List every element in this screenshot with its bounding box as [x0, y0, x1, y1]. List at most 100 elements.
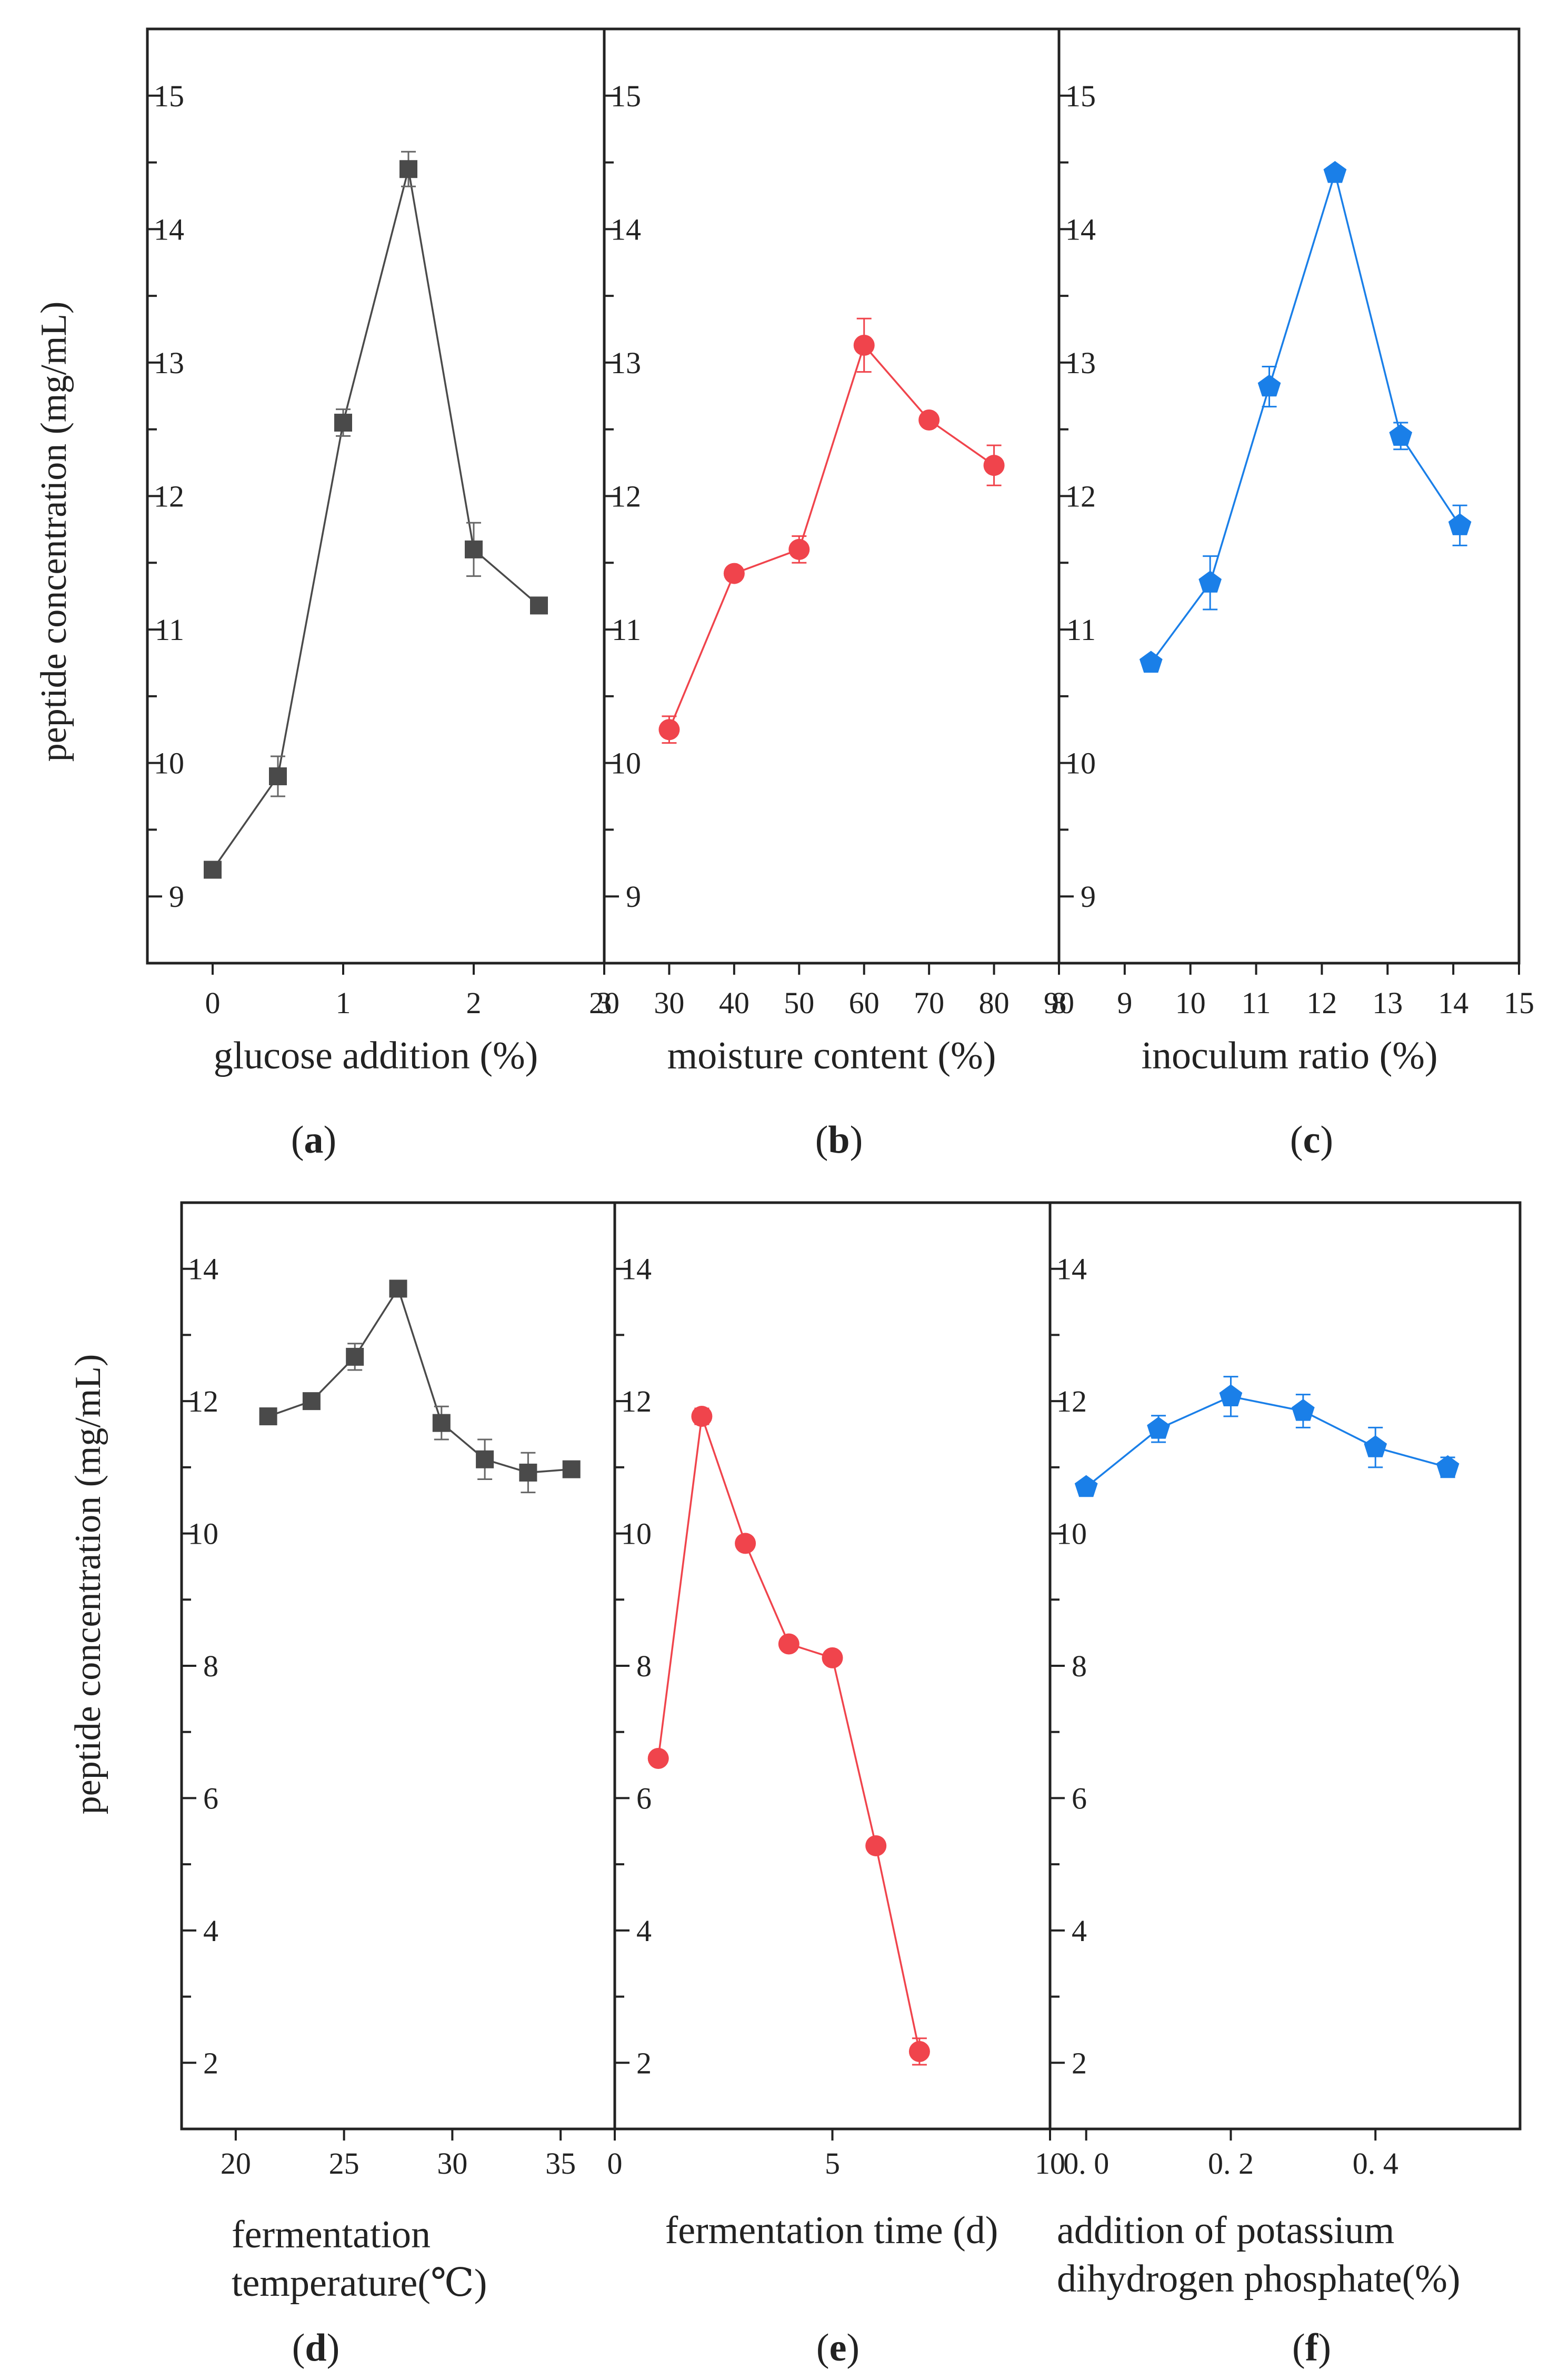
x-tick-label: 3	[597, 986, 612, 1020]
data-point	[334, 414, 352, 432]
panel-c: 9 10 11 12 13 14 15 8 9 10 11 12 13 14 15 inoculum rati…	[1052, 27, 1534, 1162]
x-tick-label: 30	[437, 2146, 467, 2181]
y-tick-label: 13	[154, 346, 184, 380]
panel-f: 2 4 6 8 10 12 14 0. 0 0. 2 0. 4 addition of potass…	[1048, 1201, 1522, 2369]
x-tick-label: 70	[914, 986, 944, 1020]
y-tick-label: 12	[1056, 1384, 1087, 1418]
caption-paren: )	[324, 1118, 337, 1162]
data-point	[346, 1347, 364, 1366]
y-tick-label: 13	[611, 346, 641, 380]
y-tick-label: 11	[1066, 613, 1096, 647]
y-tick-label: 2	[636, 2046, 652, 2080]
data-point	[822, 1647, 843, 1668]
y-tick-label: 6	[1072, 1781, 1087, 1815]
x-axis-label: fermentation	[232, 2213, 431, 2256]
caption-paren: (	[292, 2326, 305, 2369]
y-tick-label: 14	[188, 1252, 218, 1286]
x-tick-label: 15	[1504, 986, 1534, 1020]
y-tick-label: 9	[169, 879, 184, 914]
x-tick-label: 50	[784, 986, 814, 1020]
y-tick-label: 8	[636, 1649, 652, 1683]
x-axis-label: temperature(℃)	[232, 2262, 487, 2305]
data-point	[735, 1533, 756, 1554]
x-tick-label: 0. 2	[1208, 2146, 1254, 2181]
data-point	[399, 160, 417, 178]
panel-caption: (c)	[1290, 1118, 1333, 1162]
x-tick-label: 0. 4	[1353, 2146, 1398, 2181]
data-point	[1436, 1455, 1460, 1477]
data-point	[519, 1463, 537, 1482]
caption-paren: (	[815, 1118, 828, 1162]
x-tick-label: 25	[329, 2146, 359, 2181]
caption-paren: )	[850, 1118, 863, 1162]
caption-letter: f	[1305, 2326, 1319, 2369]
x-tick-label: 13	[1372, 986, 1403, 1020]
data-point	[1323, 161, 1347, 183]
y-tick-label: 10	[1056, 1517, 1087, 1551]
data-point	[853, 334, 875, 356]
y-tick-label: 10	[621, 1517, 652, 1551]
series-line	[1085, 1395, 1448, 1488]
x-tick-label: 60	[849, 986, 880, 1020]
x-tick-label: 12	[1306, 986, 1337, 1020]
data-point	[1364, 1435, 1387, 1457]
y-tick-label: 6	[636, 1781, 652, 1815]
x-tick-label: 0	[205, 986, 221, 1020]
y-tick-label: 10	[1065, 746, 1096, 781]
x-tick-label: 30	[654, 986, 684, 1020]
data-point	[723, 563, 745, 584]
data-point	[691, 1406, 713, 1427]
caption-paren: (	[1290, 1118, 1303, 1162]
caption-paren: )	[846, 2326, 860, 2369]
caption-paren: (	[291, 1118, 304, 1162]
data-point	[1292, 1399, 1315, 1421]
x-axis-label: moisture content (%)	[667, 1034, 996, 1077]
y-tick-label: 9	[1081, 879, 1096, 914]
x-tick-label: 0. 0	[1063, 2146, 1109, 2181]
series-line	[668, 343, 995, 730]
data-point	[908, 2041, 930, 2062]
x-tick-label: 2	[466, 986, 482, 1020]
x-axis-label: glucose addition (%)	[214, 1034, 538, 1077]
x-axis-label: dihydrogen phosphate(%)	[1057, 2257, 1461, 2301]
y-tick-label: 10	[611, 746, 641, 781]
y-axis-label: peptide concentration (mg/mL)	[34, 302, 74, 762]
plots: 9 10 11 12 13 14 15 0 1 2 3 peptide concentration (…	[34, 27, 1534, 2369]
panel-caption: (b)	[815, 1118, 863, 1162]
caption-letter: a	[304, 1118, 324, 1162]
y-tick-label: 11	[155, 613, 184, 647]
data-point	[562, 1460, 581, 1478]
caption-letter: c	[1303, 1118, 1321, 1162]
panel-b: 9 10 11 12 13 14 15 20 30 40 50 60 70 80 90 moisture co…	[589, 27, 1074, 1162]
caption-letter: d	[305, 2326, 326, 2369]
panel-caption: (f)	[1292, 2326, 1331, 2369]
y-tick-label: 12	[621, 1384, 652, 1418]
y-tick-label: 10	[154, 746, 184, 781]
y-tick-label: 12	[154, 479, 184, 514]
x-tick-label: 8	[1052, 986, 1067, 1020]
data-point	[788, 538, 810, 560]
x-tick-label: 35	[545, 2146, 576, 2181]
caption-paren: )	[1320, 1118, 1333, 1162]
data-point	[1448, 513, 1472, 535]
y-tick-label: 14	[154, 212, 184, 246]
series-line	[212, 168, 540, 871]
x-tick-label: 40	[719, 986, 749, 1020]
data-point	[269, 767, 287, 785]
y-tick-label: 14	[621, 1252, 652, 1286]
y-axis-label: peptide concentration (mg/mL)	[68, 1354, 108, 1815]
x-tick-label: 9	[1117, 986, 1132, 1020]
y-tick-label: 14	[611, 212, 641, 246]
y-tick-label: 15	[1065, 79, 1096, 113]
data-point	[476, 1450, 494, 1468]
data-point	[432, 1414, 451, 1432]
caption-paren: (	[816, 2326, 830, 2369]
data-point	[865, 1835, 887, 1856]
x-tick-label: 11	[1242, 986, 1271, 1020]
y-tick-label: 4	[203, 1914, 218, 1948]
y-tick-label: 12	[1065, 479, 1096, 514]
x-tick-label: 20	[589, 986, 619, 1020]
data-point	[1257, 374, 1281, 397]
